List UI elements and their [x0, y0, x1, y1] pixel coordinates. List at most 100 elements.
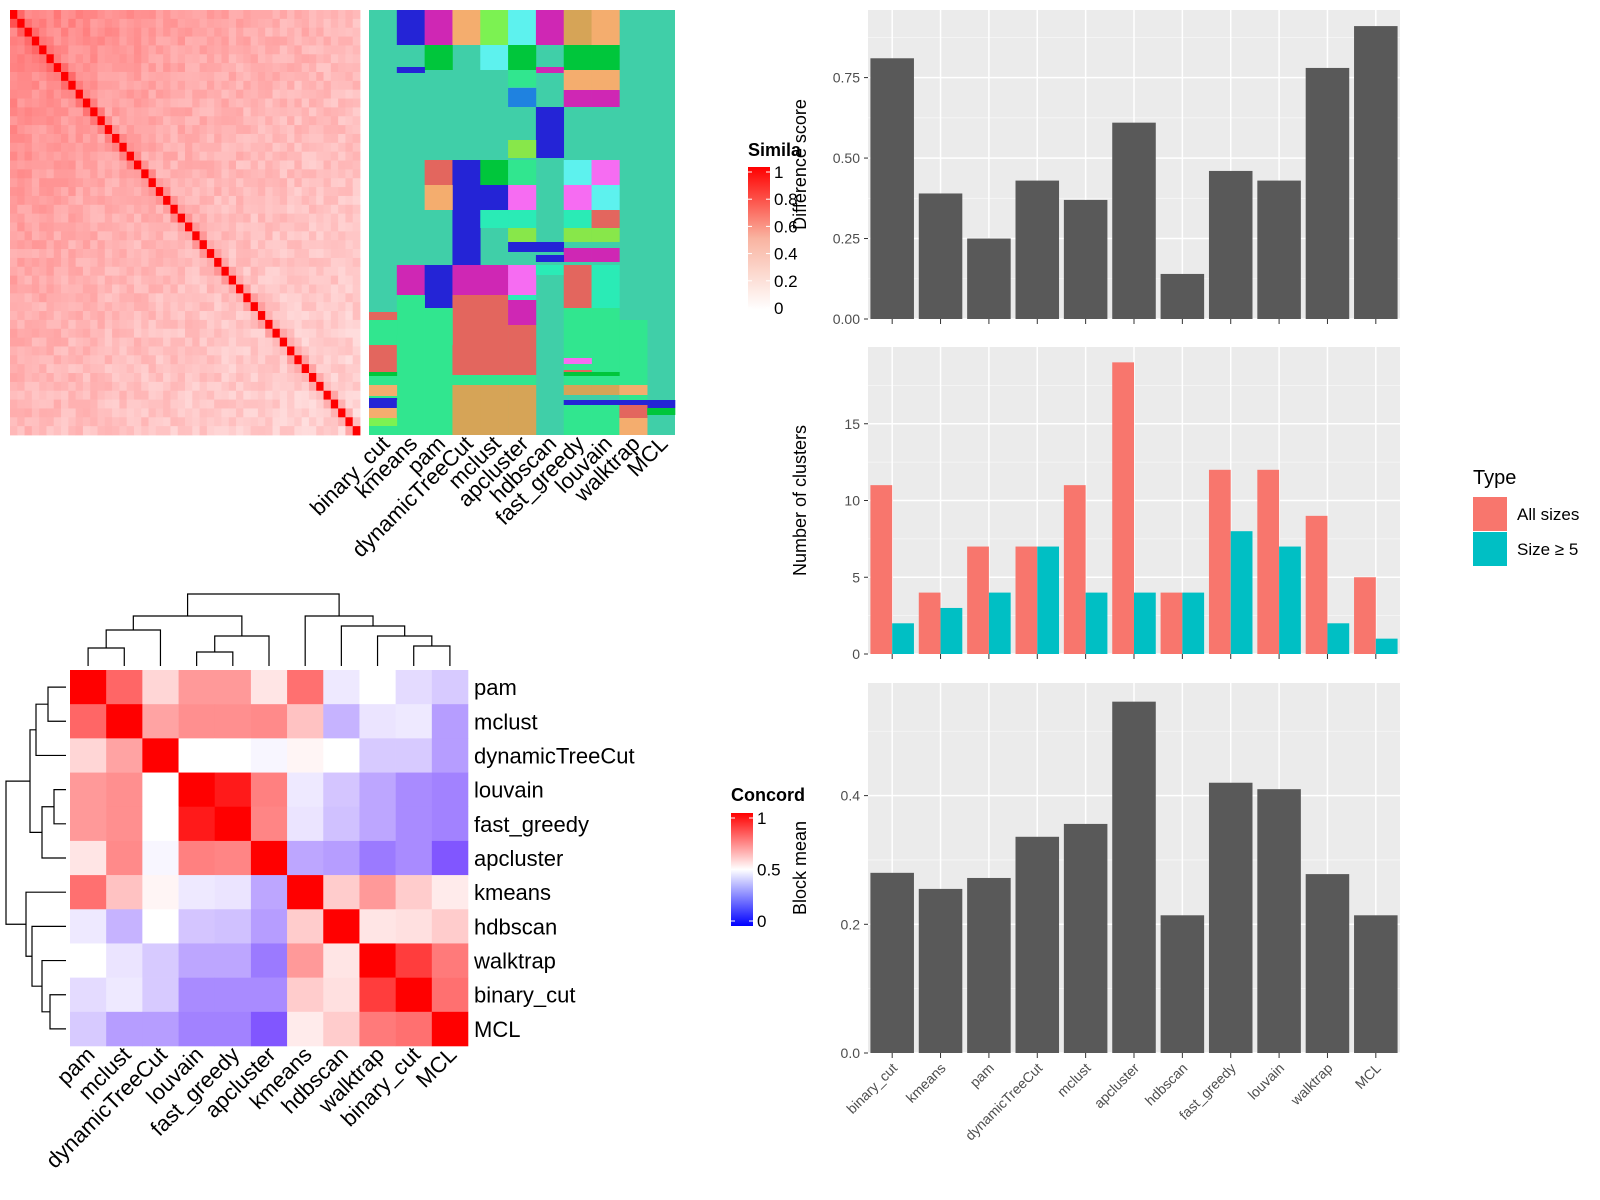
similarity-cell: [31, 390, 40, 400]
similarity-cell: [308, 390, 317, 400]
similarity-cell: [163, 195, 171, 206]
similarity-cell: [148, 319, 157, 330]
similarity-cell: [257, 18, 266, 29]
similarity-cell: [90, 390, 98, 400]
similarity-cell: [97, 293, 106, 303]
similarity-cell: [97, 302, 106, 312]
similarity-cell: [155, 151, 164, 161]
similarity-cell: [185, 195, 193, 206]
similarity-cell: [206, 63, 215, 73]
similarity-cell: [323, 151, 332, 161]
similarity-cell: [294, 364, 303, 374]
similarity-cell: [133, 311, 142, 321]
similarity-cell: [214, 240, 222, 250]
concordance-cell: [250, 977, 288, 1013]
similarity-cell: [133, 346, 142, 356]
similarity-cell: [119, 275, 128, 285]
similarity-cell: [330, 399, 339, 409]
similarity-cell: [177, 80, 186, 91]
similarity-cell: [46, 373, 55, 383]
similarity-cell: [265, 18, 273, 29]
similarity-cell: [250, 107, 259, 117]
similarity-cell: [323, 355, 332, 365]
similarity-cell: [61, 169, 69, 179]
clusters-legend: Type All sizes Size ≥ 5: [1473, 467, 1579, 566]
similarity-cell: [352, 319, 361, 330]
similarity-cell: [112, 417, 120, 427]
similarity-cell: [243, 328, 252, 338]
concordance-cell: [287, 772, 324, 808]
similarity-cell: [97, 54, 106, 64]
similarity-cell: [75, 213, 84, 223]
similarity-cell: [24, 54, 33, 64]
similarity-cell: [119, 426, 128, 436]
similarity-cell: [279, 319, 288, 330]
similarity-cell: [279, 408, 288, 418]
similarity-cell: [163, 213, 171, 223]
similarity-cell: [294, 151, 303, 161]
similarity-cell: [206, 302, 215, 312]
similarity-cell: [272, 54, 281, 64]
similarity-cell: [228, 63, 237, 73]
similarity-cell: [126, 80, 135, 91]
similarity-cell: [243, 18, 252, 29]
similarity-cell: [31, 36, 40, 46]
similarity-cell: [265, 10, 273, 20]
similarity-cell: [10, 302, 18, 312]
similarity-cell: [301, 337, 310, 347]
similarity-cell: [199, 240, 208, 250]
similarity-cell: [279, 213, 288, 223]
similarity-cell: [126, 355, 135, 365]
similarity-cell: [119, 107, 128, 117]
similarity-cell: [272, 408, 281, 418]
similarity-cell: [272, 293, 281, 303]
partition-block: [591, 265, 620, 308]
similarity-cell: [330, 80, 339, 91]
similarity-cell: [133, 337, 142, 347]
similarity-cell: [265, 169, 273, 179]
similarity-cell: [236, 302, 244, 312]
concordance-cell: [70, 943, 107, 978]
similarity-cell: [250, 10, 259, 20]
similarity-cell: [31, 54, 40, 64]
similarity-cell: [148, 89, 157, 99]
similarity-cell: [323, 346, 332, 356]
similarity-cell: [250, 426, 259, 436]
similarity-cell: [206, 125, 215, 135]
similarity-cell: [330, 151, 339, 161]
similarity-cell: [185, 142, 193, 153]
similarity-cell: [61, 151, 69, 161]
similarity-cell: [265, 45, 273, 55]
similarity-cell: [236, 257, 244, 268]
concordance-cell: [359, 806, 396, 842]
similarity-cell: [330, 231, 339, 241]
similarity-cell: [192, 187, 200, 197]
similarity-cell: [126, 178, 135, 188]
similarity-cell: [279, 195, 288, 206]
partition-block: [480, 45, 509, 70]
similarity-cell: [39, 187, 47, 197]
similarity-cell: [53, 169, 62, 179]
similarity-cell: [97, 10, 106, 20]
similarity-cell: [287, 18, 295, 29]
bar: [870, 485, 893, 654]
similarity-cell: [199, 408, 208, 418]
similarity-cell: [279, 373, 288, 383]
concordance-cell: [359, 943, 396, 978]
similarity-cell: [61, 355, 69, 365]
bar: [1063, 823, 1108, 1053]
similarity-cell: [287, 390, 295, 400]
similarity-cell: [17, 54, 25, 64]
partition-block: [508, 325, 537, 345]
similarity-cell: [75, 337, 84, 347]
similarity-cell: [345, 54, 354, 64]
similarity-cell: [163, 178, 171, 188]
concordance-row-labels: pammclustdynamicTreeCutlouvainfast_greed…: [473, 675, 635, 1042]
similarity-cell: [250, 222, 259, 232]
similarity-cell: [39, 417, 47, 427]
partition-block: [424, 10, 453, 45]
similarity-cell: [82, 63, 91, 73]
similarity-cell: [236, 328, 244, 338]
similarity-cell: [31, 178, 40, 188]
similarity-cell: [272, 160, 281, 170]
